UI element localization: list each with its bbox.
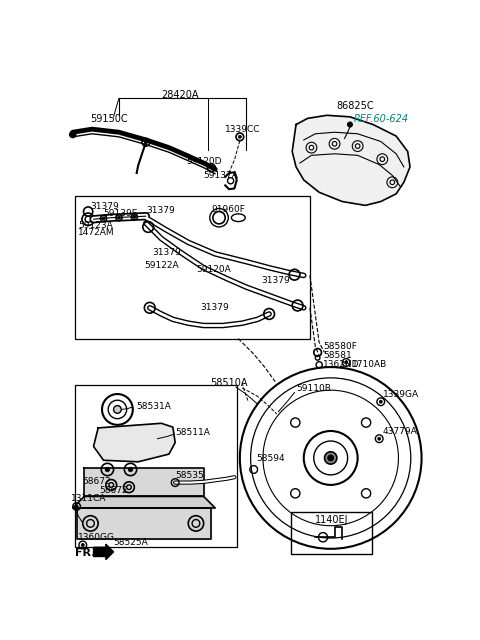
Circle shape — [75, 505, 78, 508]
Circle shape — [81, 543, 84, 547]
Text: 1362ND: 1362ND — [323, 360, 360, 369]
Circle shape — [238, 135, 241, 138]
Text: 59139E: 59139E — [104, 209, 138, 218]
Text: 59150C: 59150C — [90, 114, 128, 124]
Circle shape — [128, 467, 133, 472]
Circle shape — [144, 141, 147, 144]
Text: 31379: 31379 — [200, 303, 228, 312]
Text: 58672: 58672 — [100, 486, 128, 495]
Circle shape — [345, 361, 348, 364]
Text: 58581: 58581 — [323, 351, 352, 360]
Text: 1339GA: 1339GA — [383, 390, 419, 399]
Text: 58594: 58594 — [256, 454, 285, 463]
Text: 86825C: 86825C — [336, 101, 374, 111]
Polygon shape — [77, 508, 211, 539]
Text: 58510A: 58510A — [210, 378, 247, 388]
Bar — [75, 196, 310, 339]
Circle shape — [102, 217, 105, 220]
Text: 1710AB: 1710AB — [352, 360, 387, 369]
Text: FR.: FR. — [75, 548, 96, 557]
Text: 1339CC: 1339CC — [225, 125, 261, 134]
Text: 59120A: 59120A — [196, 265, 231, 274]
Circle shape — [70, 131, 76, 138]
Text: 31379: 31379 — [146, 205, 175, 214]
Text: 91960F: 91960F — [211, 205, 245, 214]
Polygon shape — [292, 115, 410, 205]
Text: 59137A: 59137A — [204, 171, 239, 180]
Polygon shape — [84, 468, 204, 497]
Circle shape — [118, 216, 120, 220]
Bar — [291, 512, 372, 554]
Polygon shape — [73, 497, 215, 508]
Polygon shape — [94, 544, 114, 559]
Text: 1360GG: 1360GG — [78, 532, 115, 541]
Text: 1472AM: 1472AM — [78, 228, 115, 237]
Text: 58525A: 58525A — [113, 538, 148, 547]
Text: 59123A: 59123A — [78, 221, 113, 230]
Circle shape — [114, 406, 121, 413]
Text: 58580F: 58580F — [323, 342, 357, 351]
Circle shape — [328, 455, 334, 461]
Text: 1140EJ: 1140EJ — [315, 515, 349, 525]
Circle shape — [348, 122, 352, 127]
Circle shape — [378, 437, 381, 440]
Polygon shape — [94, 423, 175, 462]
Bar — [75, 385, 237, 547]
Text: 28420A: 28420A — [161, 90, 199, 99]
Text: 58672: 58672 — [83, 477, 111, 486]
Text: 1311CA: 1311CA — [71, 494, 107, 503]
Text: 43779A: 43779A — [383, 426, 418, 435]
Text: 58535: 58535 — [175, 471, 204, 480]
Text: 59110B: 59110B — [296, 384, 331, 393]
Text: 31379: 31379 — [262, 276, 290, 285]
Text: 31379: 31379 — [152, 248, 181, 257]
Text: 59122A: 59122A — [144, 261, 179, 270]
Text: 59120D: 59120D — [187, 157, 222, 166]
Text: 31379: 31379 — [90, 202, 119, 211]
Circle shape — [324, 452, 337, 464]
Text: 58531A: 58531A — [136, 402, 171, 411]
Circle shape — [133, 216, 136, 218]
Text: REF.60-624: REF.60-624 — [354, 114, 409, 124]
Circle shape — [105, 467, 110, 472]
Circle shape — [379, 400, 382, 403]
Text: 58511A: 58511A — [175, 428, 210, 437]
